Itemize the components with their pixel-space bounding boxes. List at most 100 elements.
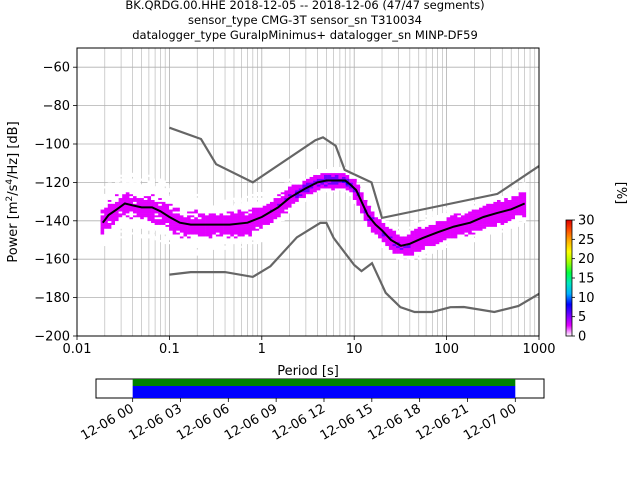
psd-cell [507,205,512,208]
psd-cell [360,205,364,208]
psd-cell [515,199,519,202]
psd-cell [179,236,184,239]
psd-cell [158,222,163,225]
psd-cell [493,203,498,206]
psd-cell [111,228,116,231]
psd-cell [360,188,364,191]
psd-cell [176,224,181,227]
psd-cell [284,186,289,189]
psd-cell [115,193,119,197]
psd-cell [151,213,155,216]
psd-cell [205,215,209,218]
psd-cell [450,232,455,235]
psd-cell [154,190,159,193]
psd-cell [205,211,209,214]
psd-cell [172,209,177,212]
psd-cell [471,201,476,204]
psd-cell [201,192,206,195]
psd-cell [129,195,134,199]
psd-cell [424,247,429,250]
psd-cell [522,193,527,197]
psd-cell [244,238,249,241]
psd-cell [316,174,321,177]
psd-cell [183,211,188,214]
psd-cell [460,240,465,243]
psd-cell [475,205,480,208]
psd-cell [507,201,512,204]
psd-cell [147,192,152,195]
psd-cell [507,199,512,202]
psd-cell [406,240,411,243]
psd-cell [316,170,321,174]
psd-cell [360,184,364,187]
psd-cell [154,201,159,204]
psd-cell [468,222,473,225]
psd-cell [421,240,426,243]
psd-cell [187,230,191,233]
psd-cell [305,197,310,200]
psd-cell [475,234,480,237]
psd-cell [248,215,253,218]
psd-cell [450,243,455,247]
psd-cell [424,245,429,248]
psd-cell [136,193,141,197]
psd-cell [233,216,238,220]
psd-cell [345,176,350,179]
psd-cell [251,211,256,214]
psd-cell [197,241,202,245]
psd-cell [356,190,361,193]
psd-cell [140,203,145,206]
psd-cell [151,201,155,204]
psd-cell [111,232,116,235]
psd-cell [410,226,415,229]
psd-cell [486,207,491,210]
psd-cell [511,193,516,197]
psd-cell [187,240,191,243]
psd-cell [352,186,357,189]
psd-cell [143,184,148,187]
psd-cell [223,218,228,222]
psd-cell [176,216,181,220]
psd-cell [161,226,166,229]
psd-cell [255,211,260,214]
psd-cell [172,203,177,206]
psd-cell [223,216,228,220]
psd-cell [374,240,379,243]
psd-cell [316,172,321,176]
psd-cell [154,238,159,241]
psd-cell [179,201,184,204]
psd-cell [259,238,264,241]
psd-cell [280,188,285,191]
psd-cell [248,203,253,206]
psd-cell [183,232,188,235]
psd-cell [471,234,476,237]
psd-cell [367,209,372,212]
psd-cell [450,245,455,248]
psd-cell [446,243,451,247]
psd-cell [363,201,368,204]
psd-cell [151,197,155,200]
psd-cell [251,226,256,229]
psd-cell [511,220,516,224]
psd-cell [468,232,473,235]
psd-cell [511,218,516,222]
psd-cell [295,203,300,206]
psd-cell [183,251,188,254]
psd-cell [172,192,177,195]
psd-cell [363,222,368,225]
psd-cell [205,224,209,227]
psd-cell [140,201,145,204]
psd-cell [136,199,141,202]
psd-cell [269,195,274,199]
psd-cell [349,186,354,189]
psd-cell [280,209,285,212]
psd-cell [255,230,260,233]
psd-cell [158,180,163,183]
psd-cell [439,236,444,239]
psd-cell [298,192,303,195]
psd-cell [118,220,123,224]
psd-cell [183,207,188,210]
psd-cell [111,238,116,241]
psd-cell [151,220,155,224]
psd-cell [158,230,163,233]
